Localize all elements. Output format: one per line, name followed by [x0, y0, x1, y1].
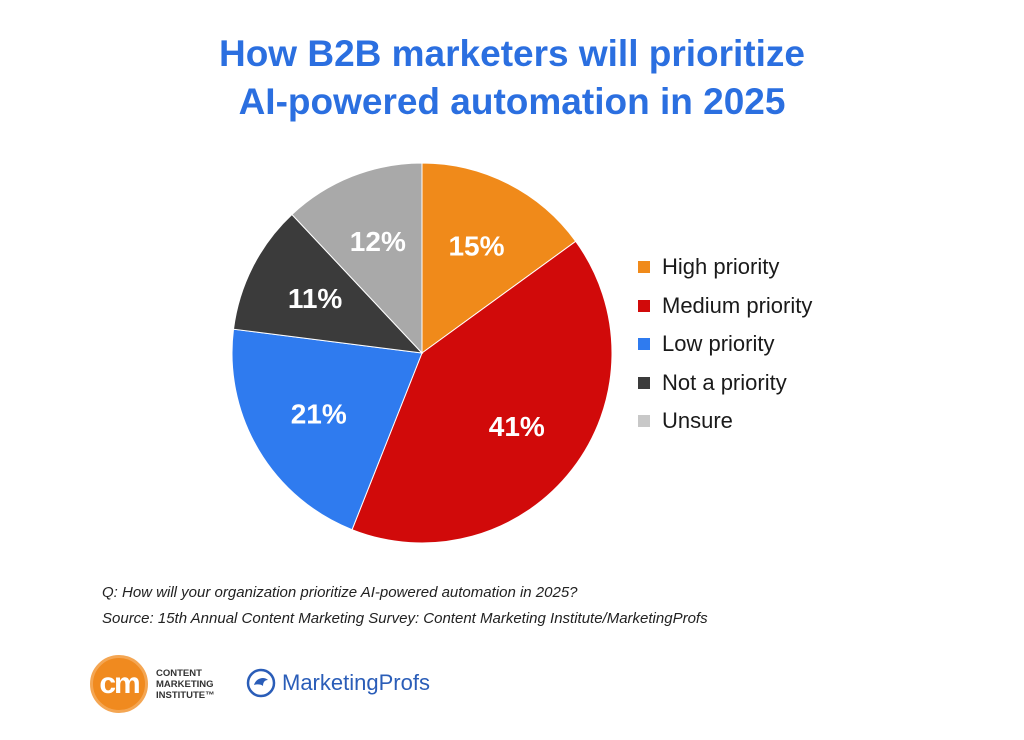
legend-item-low-priority: Low priority [638, 325, 812, 364]
legend-label-low-priority: Low priority [662, 331, 775, 357]
pie-slice-high-priority [421, 162, 577, 354]
legend-swatch-medium-priority [638, 299, 650, 312]
pie-label-medium-priority: 41% [489, 411, 545, 442]
legend-swatch-high-priority [638, 261, 650, 274]
cmi-logo-mark: cm [90, 655, 148, 713]
chart-title-line-1: How B2B marketers will prioritize [218, 33, 805, 74]
chart-title-line-2: AI-powered automation in 2025 [238, 81, 786, 122]
marketingprofs-wordmark: MarketingProfs [282, 670, 430, 695]
pie-slice-medium-priority [351, 240, 613, 544]
cmi-logo-line-3: INSTITUTE™ [156, 689, 215, 701]
chart-title: How B2B marketers will prioritize AI-pow… [0, 30, 1024, 126]
survey-question: Q: How will your organization prioritize… [102, 584, 578, 601]
cmi-logo-line-2: MARKETING [156, 678, 214, 690]
legend-swatch-low-priority [638, 338, 650, 351]
legend-swatch-unsure [638, 415, 650, 428]
legend-item-medium-priority: Medium priority [638, 287, 812, 326]
legend-label-unsure: Unsure [662, 408, 733, 434]
pie-slice-not-a-priority [232, 213, 424, 354]
chart-legend: High priority Medium priority Low priori… [638, 248, 812, 441]
legend-label-not-a-priority: Not a priority [662, 369, 787, 395]
marketingprofs-logo: MarketingProfs [246, 668, 430, 698]
legend-item-unsure: Unsure [638, 402, 812, 441]
legend-item-high-priority: High priority [638, 248, 812, 287]
globe-bird-icon [246, 668, 276, 698]
pie-label-low-priority: 21% [291, 399, 347, 430]
source-note: Source: 15th Annual Content Marketing Su… [102, 610, 708, 627]
pie-label-high-priority: 15% [448, 231, 504, 262]
cmi-logo: cm CONTENT MARKETING INSTITUTE™ [90, 655, 215, 713]
legend-swatch-not-a-priority [638, 376, 650, 389]
legend-label-high-priority: High priority [662, 254, 780, 280]
cmi-logo-line-1: CONTENT [156, 667, 202, 679]
cmi-logo-text: CONTENT MARKETING INSTITUTE™ [156, 668, 215, 701]
footnotes: Q: How will your organization prioritize… [102, 580, 708, 632]
pie-slice-unsure [291, 162, 423, 355]
pie-slice-low-priority [231, 328, 423, 531]
pie-label-not-a-priority: 11% [288, 283, 343, 314]
pie-label-unsure: 12% [350, 226, 406, 257]
legend-label-medium-priority: Medium priority [662, 292, 813, 318]
legend-item-not-a-priority: Not a priority [638, 364, 812, 403]
